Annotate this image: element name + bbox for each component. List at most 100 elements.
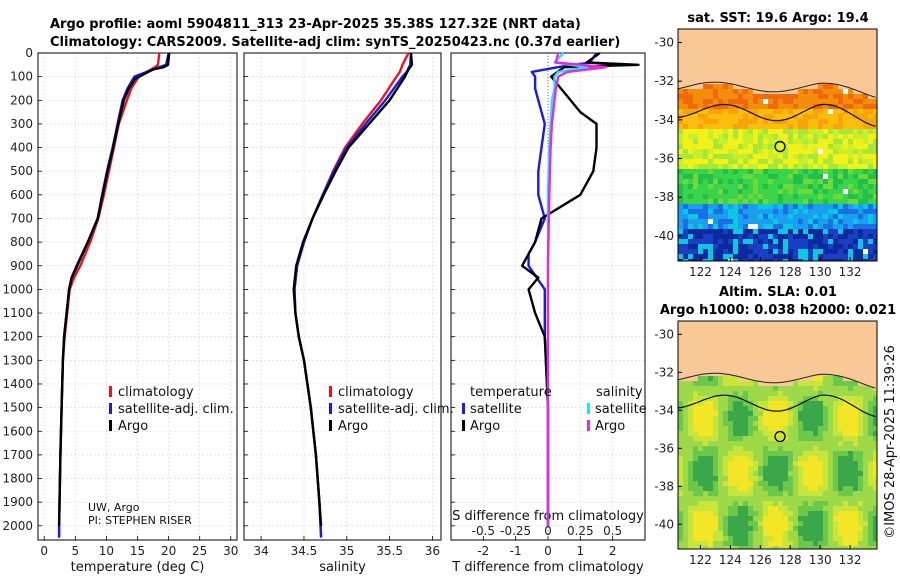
- map-cell: [838, 84, 843, 89]
- map-cell: [848, 436, 853, 441]
- map-cell: [758, 506, 763, 511]
- map-cell: [873, 199, 877, 204]
- map-cell: [808, 254, 813, 259]
- map-cell: [728, 129, 733, 134]
- map-cell: [718, 259, 723, 261]
- map-cell: [863, 451, 868, 456]
- map-cell: [808, 104, 813, 109]
- map-cell: [863, 421, 868, 426]
- map-cell: [753, 376, 758, 381]
- map-cell: [723, 361, 728, 366]
- map-cell: [693, 541, 698, 546]
- map-cell: [783, 89, 788, 94]
- map-cell: [813, 521, 818, 526]
- map-cell: [733, 326, 738, 331]
- map-cell: [788, 431, 793, 436]
- map-cell: [688, 386, 693, 391]
- map-cell: [868, 124, 873, 129]
- map-cell: [868, 89, 873, 94]
- map-cell: [778, 341, 783, 346]
- map-cell: [803, 109, 808, 114]
- map-cell: [808, 391, 813, 396]
- map-cell: [688, 536, 693, 541]
- map-cell: [848, 526, 853, 531]
- map-cell: [748, 466, 753, 471]
- map-cell: [783, 129, 788, 134]
- map-cell: [693, 54, 698, 59]
- map-cell: [838, 341, 843, 346]
- map-cell: [853, 254, 858, 259]
- map-cell: [723, 84, 728, 89]
- map-cell: [843, 224, 848, 229]
- map-cell: [843, 471, 848, 476]
- map-cell: [838, 521, 843, 526]
- map-cell: [703, 521, 708, 526]
- map-cell: [848, 531, 853, 536]
- map-cell: [678, 381, 683, 386]
- map-cell: [768, 401, 773, 406]
- map-cell: [858, 129, 863, 134]
- map-cell: [833, 219, 838, 224]
- map-cell: [798, 229, 803, 234]
- map-cell: [738, 59, 743, 64]
- map-cell: [843, 259, 848, 261]
- map-cell: [738, 194, 743, 199]
- map-cell: [838, 179, 843, 184]
- map-cell: [838, 541, 843, 546]
- map-cell: [833, 531, 838, 536]
- map-cell: [703, 224, 708, 229]
- map-cell: [753, 154, 758, 159]
- map-cell: [758, 249, 763, 254]
- map-cell: [868, 501, 873, 506]
- map-cell: [683, 189, 688, 194]
- map-cell: [698, 194, 703, 199]
- map-cell: [698, 49, 703, 54]
- map-cell: [753, 134, 758, 139]
- map-cell: [728, 456, 733, 461]
- map-cell: [873, 461, 877, 466]
- map-cell: [793, 209, 798, 214]
- map-cell: [748, 179, 753, 184]
- map-cell: [863, 441, 868, 446]
- map-cell: [718, 396, 723, 401]
- map-cell: [683, 431, 688, 436]
- map-cell: [863, 234, 868, 239]
- map-cell: [868, 214, 873, 219]
- map-cell: [708, 244, 713, 249]
- map-cell: [718, 401, 723, 406]
- map-cell: [758, 486, 763, 491]
- map-cell: [748, 341, 753, 346]
- map-cell: [748, 336, 753, 341]
- map-cell: [713, 224, 718, 229]
- map-cell: [763, 391, 768, 396]
- map-cell: [728, 194, 733, 199]
- map-cell: [788, 476, 793, 481]
- map-cell: [868, 506, 873, 511]
- map-cell: [683, 239, 688, 244]
- map-cell: [828, 84, 833, 89]
- map-cell: [678, 476, 683, 481]
- map-cell: [838, 516, 843, 521]
- map-cell: [793, 239, 798, 244]
- map-cell: [718, 104, 723, 109]
- map-cell: [703, 104, 708, 109]
- x-tick-label-top: 0.25: [567, 524, 594, 538]
- map-cell: [788, 346, 793, 351]
- map-cell: [823, 104, 828, 109]
- map-cell: [873, 446, 877, 451]
- map-cell: [793, 441, 798, 446]
- map-cell: [718, 129, 723, 134]
- map-cell: [868, 546, 873, 549]
- map-cell: [838, 209, 843, 214]
- map-cell: [703, 496, 708, 501]
- map-cell: [778, 476, 783, 481]
- map-cell: [838, 79, 843, 84]
- map-cell: [788, 164, 793, 169]
- map-cell: [808, 536, 813, 541]
- map-cell: [828, 511, 833, 516]
- map-cell: [853, 466, 858, 471]
- map-cell: [698, 244, 703, 249]
- map-cell: [763, 436, 768, 441]
- map-cell: [848, 234, 853, 239]
- map-cell: [863, 431, 868, 436]
